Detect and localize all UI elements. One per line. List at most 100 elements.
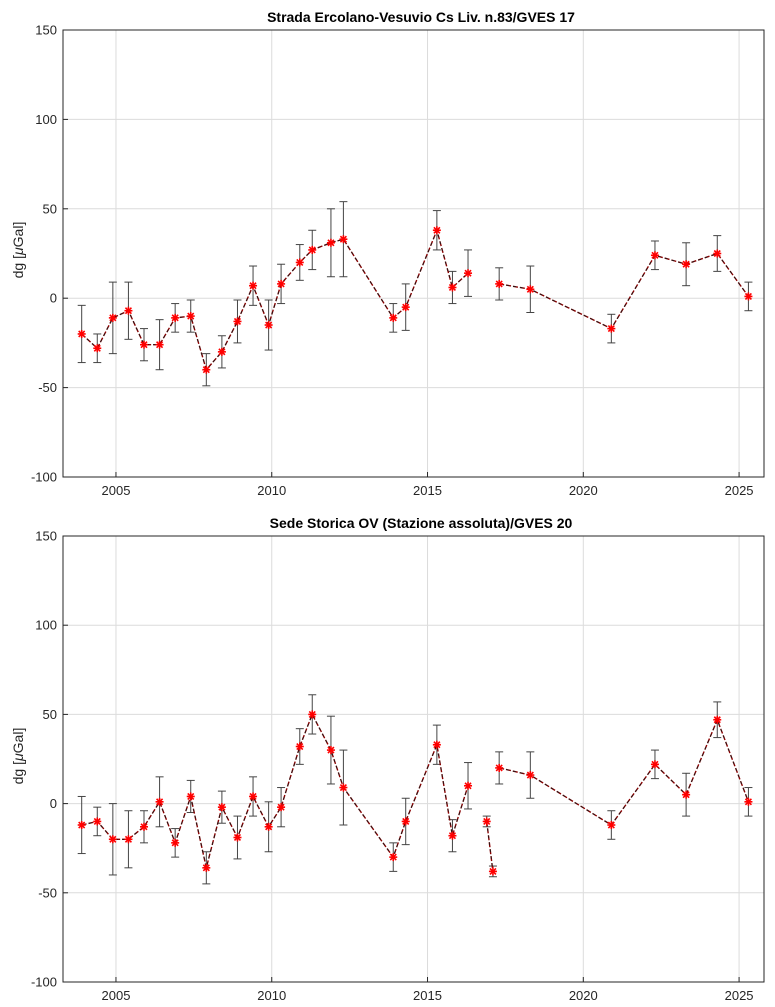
data-point-stroke — [389, 314, 397, 322]
data-point — [326, 746, 335, 755]
x-tick-label: 2010 — [257, 483, 286, 498]
x-tick-label: 2005 — [102, 988, 131, 1003]
data-point-stroke — [339, 783, 347, 792]
data-point — [607, 821, 616, 830]
y-tick-label: -100 — [31, 975, 57, 990]
data-point — [464, 781, 473, 790]
data-point-stroke — [202, 366, 210, 374]
y-tick-label: -100 — [31, 470, 57, 485]
data-point-stroke — [124, 835, 132, 843]
data-point-stroke — [389, 853, 397, 861]
data-point-stroke — [233, 833, 242, 842]
data-point — [650, 760, 659, 769]
data-point — [401, 817, 410, 826]
data-point-stroke — [448, 832, 457, 840]
data-point-stroke — [682, 260, 690, 268]
y-tick-label: -50 — [38, 885, 57, 900]
error-bars — [77, 201, 753, 387]
x-tick-label: 2015 — [413, 483, 442, 498]
y-tick-label: 0 — [50, 796, 57, 811]
data-point — [124, 306, 133, 315]
data-point — [264, 321, 273, 330]
data-point-stroke — [296, 258, 304, 267]
data-point-stroke — [682, 791, 690, 799]
data-point — [295, 258, 304, 267]
data-point — [389, 853, 398, 862]
data-point — [77, 329, 86, 338]
data-point — [186, 312, 195, 321]
data-point-stroke — [109, 314, 117, 322]
data-point — [171, 838, 180, 847]
x-tick-label: 2020 — [569, 483, 598, 498]
data-point-stroke — [249, 282, 257, 290]
data-point-stroke — [526, 771, 534, 779]
data-point-stroke — [265, 321, 273, 329]
data-point — [744, 797, 753, 806]
series-line-dash — [81, 713, 469, 868]
data-point-stroke — [308, 710, 316, 718]
data-point-stroke — [277, 280, 285, 288]
x-tick-label: 2025 — [725, 988, 754, 1003]
data-point — [295, 742, 304, 751]
data-point — [124, 835, 133, 844]
data-point-stroke — [495, 764, 503, 772]
y-tick-label: 0 — [50, 291, 57, 306]
data-point-stroke — [140, 341, 148, 349]
series-line — [81, 228, 469, 372]
data-point-stroke — [651, 251, 659, 259]
data-point-stroke — [433, 741, 441, 749]
y-tick-label: 100 — [35, 112, 57, 127]
data-point — [171, 313, 180, 322]
grid-lines — [63, 30, 764, 477]
data-point-stroke — [713, 716, 721, 724]
y-tick-label: -50 — [38, 380, 57, 395]
data-point — [682, 790, 691, 799]
data-point — [233, 317, 242, 326]
data-point — [713, 249, 722, 258]
data-point — [308, 710, 317, 719]
series-line — [499, 252, 749, 330]
data-point — [495, 279, 504, 288]
data-point — [249, 281, 258, 290]
data-point — [650, 251, 659, 260]
data-point-stroke — [495, 280, 503, 288]
data-point — [140, 822, 149, 831]
data-point-stroke — [308, 246, 316, 254]
data-point — [713, 715, 722, 724]
data-point-stroke — [296, 742, 304, 751]
data-point-stroke — [156, 798, 164, 806]
data-point — [464, 269, 473, 278]
data-point-stroke — [187, 792, 195, 801]
data-point — [249, 792, 258, 801]
data-point-stroke — [265, 823, 273, 831]
chart-panel-bottom: Sede Storica OV (Stazione assoluta)/GVES… — [10, 515, 765, 1003]
data-point-stroke — [607, 821, 615, 829]
data-point — [233, 833, 242, 842]
x-tick-label: 2010 — [257, 988, 286, 1003]
x-tick-label: 2015 — [413, 988, 442, 1003]
data-point — [326, 238, 335, 247]
data-point-stroke — [327, 746, 335, 754]
series-line — [81, 712, 469, 868]
data-point — [140, 340, 149, 349]
data-point-stroke — [448, 283, 457, 292]
x-tick-label: 2020 — [569, 988, 598, 1003]
data-point-stroke — [140, 823, 148, 831]
data-point — [401, 303, 410, 312]
data-point — [277, 279, 286, 288]
data-point-stroke — [607, 325, 615, 333]
x-tick-label: 2025 — [725, 483, 754, 498]
data-point-stroke — [93, 344, 101, 352]
data-point-stroke — [464, 269, 472, 277]
data-point — [186, 792, 195, 801]
data-point — [448, 283, 457, 292]
data-point-stroke — [339, 235, 347, 243]
plot-frame — [62, 535, 765, 983]
data-points — [77, 710, 753, 876]
grid-lines — [63, 536, 764, 982]
chart-title: Strada Ercolano-Vesuvio Cs Liv. n.83/GVE… — [267, 9, 575, 25]
data-point — [432, 740, 441, 749]
data-point — [339, 783, 348, 792]
data-point-stroke — [433, 226, 441, 234]
